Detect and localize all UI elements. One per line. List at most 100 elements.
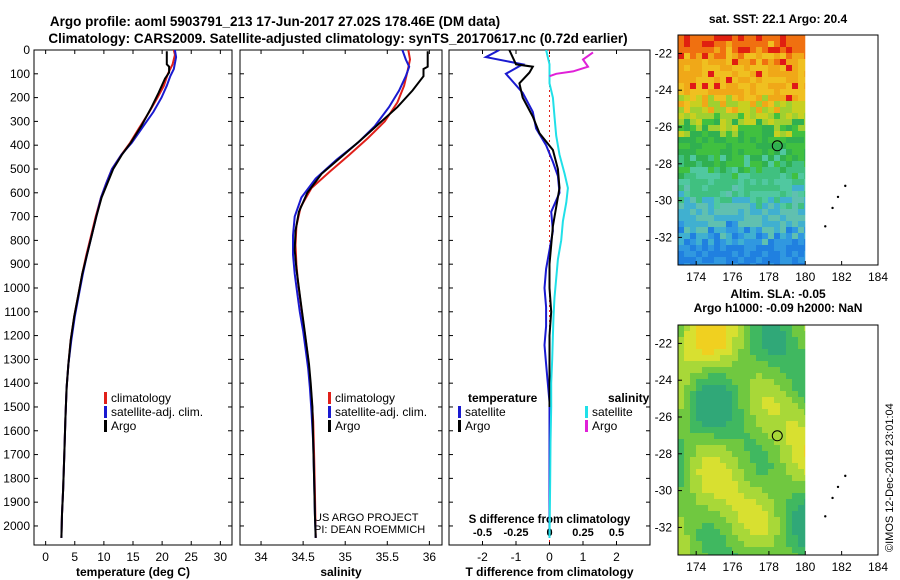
sla-map-cell [780,493,786,499]
sla-map-cell [792,547,798,553]
sla-map-cell [738,379,744,385]
sla-map-cell [762,415,768,421]
sla-map-cell [720,385,726,391]
sst-map-cell [702,245,708,251]
salinity-xtick-label: 36 [423,550,437,564]
sst-map-cell [750,227,756,233]
sst-map-cell [696,245,702,251]
sst-map-cell [804,119,806,125]
sla-map-cell [678,367,684,373]
sla-map-cell [714,439,720,445]
sst-map-cell [684,173,690,179]
sst-map-cell [774,161,780,167]
sst-map-cell [714,179,720,185]
sst-map-cell [714,83,720,89]
sst-map-cell [744,251,750,257]
sst-map-cell [684,143,690,149]
sst-map-cell [678,233,684,239]
sla-map-cell [768,469,774,475]
sst-map-cell [792,185,798,191]
sla-map-cell [786,379,792,385]
sla-map-cell [744,541,750,547]
sla-map-cell [678,397,684,403]
sla-map-cell [708,373,714,379]
sla-map-cell [738,499,744,505]
sla-map-cell [702,475,708,481]
sla-map-cell [786,337,792,343]
sla-map-cell [792,421,798,427]
difference-xtick-label: 2 [613,550,620,564]
sla-map-cell [702,499,708,505]
sst-map-cell [792,143,798,149]
sla-map-cell [792,361,798,367]
sla-map-cell [780,481,786,487]
sst-map-cell [738,101,744,107]
sst-map-cell [726,263,732,265]
sst-map-cell [744,209,750,215]
sst-map-cell [702,251,708,257]
sla-map-cell [750,535,756,541]
sla-map-cell [714,409,720,415]
sst-map-cell [762,83,768,89]
sla-map-cell [738,331,744,337]
sla-map-cell [684,463,690,469]
sst-map-cell [744,161,750,167]
depth-tick-label: 700 [10,210,30,224]
sst-map-cell [798,155,804,161]
depth-tick-label: 900 [10,257,30,271]
sla-map-cell [744,499,750,505]
sst-map-cell [678,179,684,185]
sst-map-cell [744,215,750,221]
sst-map-cell [780,221,786,227]
sst-map-cell [732,77,738,83]
legend-label-argo: Argo [335,419,361,433]
sst-map-cell [786,221,792,227]
sla-map-cell [798,355,804,361]
sla-map-cell [678,331,684,337]
sst-map-cell [708,65,714,71]
sst-map-cell [678,77,684,83]
sst-map-cell [768,215,774,221]
island-marker [824,515,827,518]
sst-map-cell [780,203,786,209]
sla-map-cell [780,541,786,547]
sst-map-cell [786,113,792,119]
sla-map-cell [768,535,774,541]
sst-map-cell [732,89,738,95]
depth-tick-label: 1700 [3,448,30,462]
sla-map-cell [696,445,702,451]
sla-map-cell [774,481,780,487]
sst-map-cell [774,167,780,173]
sst-map-cell [774,71,780,77]
sst-map-cell [690,71,696,77]
sla-map-cell [750,433,756,439]
sst-map-cell [708,233,714,239]
sla-map-cell [720,391,726,397]
sst-map-cell [684,203,690,209]
sst-map-cell [726,221,732,227]
legend-swatch-climatology [328,392,331,404]
sla-map-cell [762,379,768,385]
sst-map-cell [768,89,774,95]
legend-label-temp-satellite: satellite [465,405,506,419]
sla-map-cell [744,367,750,373]
sla-map-cell [678,409,684,415]
sst-map-cell [690,185,696,191]
sla-map-cell [714,325,720,331]
sla-map-cell [738,553,744,555]
sla-map-cell [756,391,762,397]
sla-map-cell [792,403,798,409]
sst-map-cell [792,137,798,143]
sst-map-cell [750,173,756,179]
sst-map-cell [714,245,720,251]
sst-map-cell [684,131,690,137]
sst-map-cell [708,161,714,167]
sla-map-cell [684,445,690,451]
sst-map-cell [738,131,744,137]
sst-map-cell [780,239,786,245]
series-line-argo [60,51,171,538]
sst-map-cell [756,113,762,119]
sst-map-cell [684,59,690,65]
sst-map-cell [756,71,762,77]
